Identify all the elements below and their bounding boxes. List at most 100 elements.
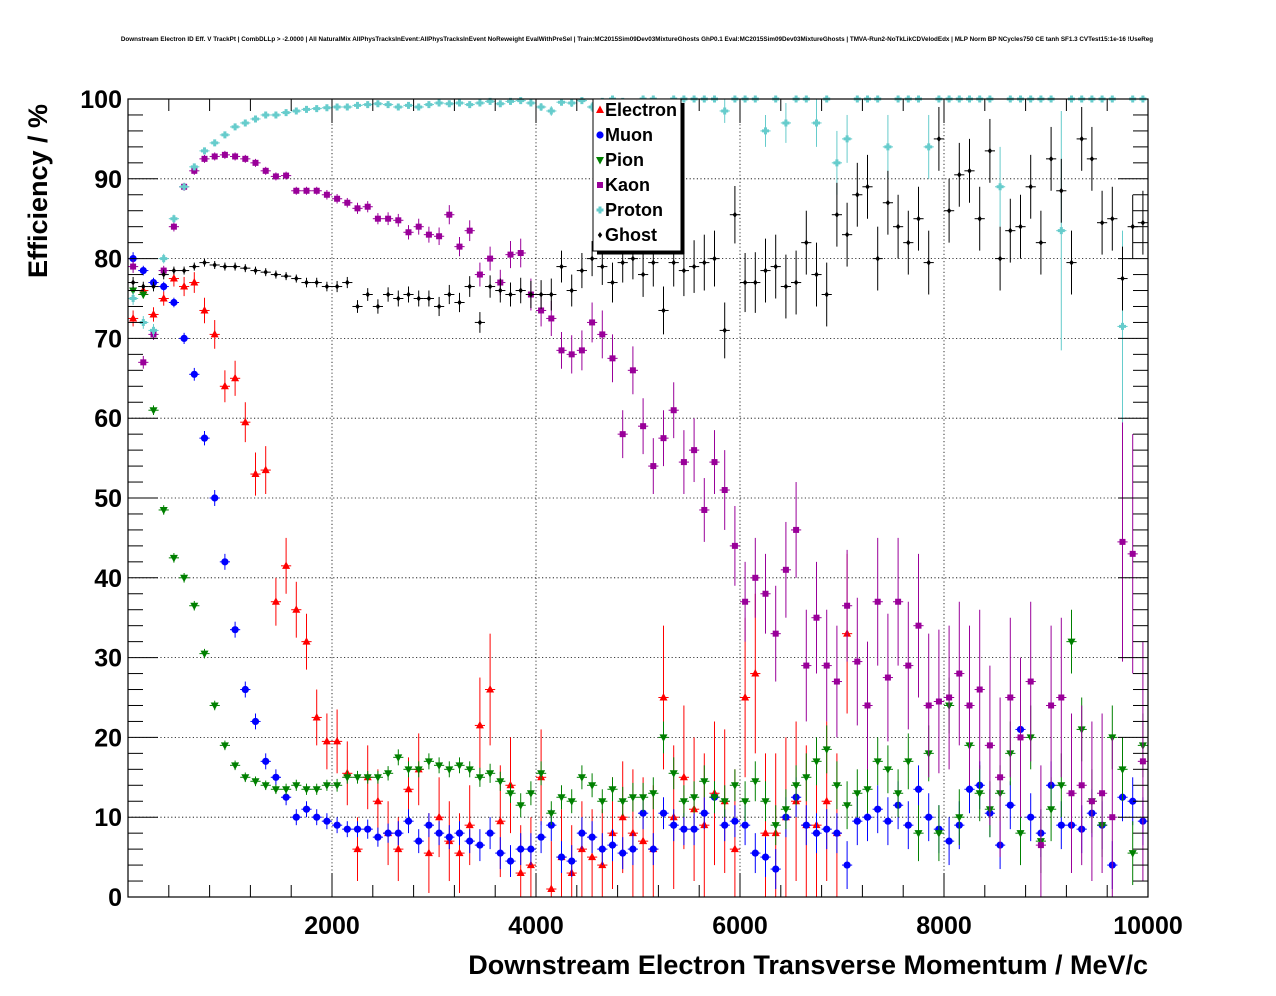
- proton-point: [445, 100, 453, 108]
- pion-point: [577, 774, 586, 782]
- electron-point: [465, 820, 474, 829]
- y-tick-label: 60: [94, 405, 122, 433]
- ghost-point: [620, 259, 625, 266]
- y-tick-label: 100: [80, 86, 122, 114]
- kaon-point: [925, 702, 932, 709]
- electron-point: [435, 812, 444, 821]
- proton-point: [241, 119, 249, 127]
- proton-point: [547, 107, 555, 115]
- kaon-point: [956, 670, 963, 677]
- muon-point: [823, 825, 831, 833]
- muon-point: [211, 494, 219, 502]
- ghost-point: [243, 265, 248, 272]
- pion-point: [241, 774, 250, 782]
- proton-point: [435, 99, 443, 107]
- muon-point: [1027, 813, 1035, 821]
- ghost-point: [1079, 135, 1084, 142]
- proton-point: [476, 99, 484, 107]
- ghost-point: [977, 215, 982, 222]
- y-axis-title: Efficiency / %: [23, 104, 53, 278]
- ghost-point: [426, 295, 432, 302]
- ghost-point: [957, 171, 962, 178]
- pion-point: [424, 758, 433, 766]
- electron-point: [129, 313, 138, 322]
- ghost-point: [600, 263, 605, 270]
- proton-point: [578, 97, 586, 105]
- pion-point: [159, 506, 168, 515]
- electron-point: [516, 868, 525, 877]
- ghost-point: [375, 303, 381, 310]
- kaon-point: [211, 153, 218, 160]
- series-kaon: [128, 150, 1148, 897]
- pion-point: [730, 782, 739, 790]
- ghost-point: [651, 259, 656, 266]
- ghost-point: [222, 263, 228, 270]
- muon-point: [802, 821, 810, 829]
- muon-point: [323, 817, 331, 825]
- electron-point: [496, 816, 505, 825]
- kaon-point: [670, 407, 677, 414]
- kaon-point: [364, 203, 371, 210]
- ghost-point: [447, 291, 452, 298]
- series-ghost: [128, 106, 1148, 359]
- kaon-point: [191, 167, 198, 174]
- pion-point: [353, 774, 362, 782]
- muon-point: [751, 849, 759, 857]
- ghost-point: [396, 295, 401, 302]
- pion-point: [822, 746, 831, 754]
- pion-point: [639, 794, 648, 802]
- proton-point: [384, 101, 392, 109]
- electron-point: [302, 637, 311, 645]
- ghost-point: [263, 269, 268, 276]
- muon-point: [527, 845, 535, 853]
- muon-point: [874, 805, 882, 813]
- ghost-point: [457, 299, 462, 306]
- proton-point: [762, 127, 769, 135]
- pion-point: [975, 790, 984, 798]
- pion-point: [149, 407, 158, 415]
- ghost-point: [1089, 155, 1095, 162]
- y-tick-label: 30: [94, 645, 122, 673]
- ghost-point: [834, 211, 840, 218]
- electron-point: [486, 685, 495, 693]
- ghost-point: [385, 291, 391, 298]
- pion-point: [169, 554, 178, 563]
- legend-shadow-right: [681, 103, 685, 254]
- kaon-point: [619, 431, 626, 438]
- muon-point: [486, 829, 494, 837]
- pion-point: [567, 798, 576, 806]
- muon-point: [680, 825, 688, 833]
- legend-marker-pion: [596, 157, 604, 165]
- proton-point: [1057, 227, 1065, 235]
- legend-box: [592, 98, 682, 252]
- ghost-point: [487, 283, 493, 290]
- muon-point: [190, 370, 198, 378]
- muon-point: [925, 813, 933, 821]
- muon-point: [241, 685, 249, 694]
- proton-point: [507, 97, 514, 105]
- ghost-point: [294, 275, 299, 282]
- kaon-point: [976, 686, 983, 693]
- proton-point: [190, 163, 198, 171]
- ghost-point: [355, 303, 360, 310]
- pion-point: [394, 754, 403, 762]
- pion-point: [1067, 638, 1076, 647]
- muon-point: [394, 829, 402, 837]
- pion-point: [751, 778, 760, 786]
- proton-point: [201, 147, 208, 155]
- ghost-point: [253, 267, 258, 274]
- kaon-point: [680, 459, 687, 466]
- ghost-point: [1130, 223, 1135, 230]
- y-tick-label: 40: [94, 565, 122, 593]
- x-tick-label: 2000: [304, 912, 360, 940]
- pion-point: [588, 782, 597, 790]
- ghost-point: [549, 291, 554, 298]
- x-axis-title: Downstream Electron Transverse Momentum …: [468, 950, 1148, 980]
- pion-point: [190, 602, 199, 611]
- ghost-point: [559, 263, 564, 270]
- proton-point: [782, 119, 790, 127]
- kaon-point: [1017, 734, 1024, 741]
- ghost-point: [804, 239, 809, 246]
- ghost-point: [661, 307, 666, 314]
- electron-point: [639, 836, 648, 845]
